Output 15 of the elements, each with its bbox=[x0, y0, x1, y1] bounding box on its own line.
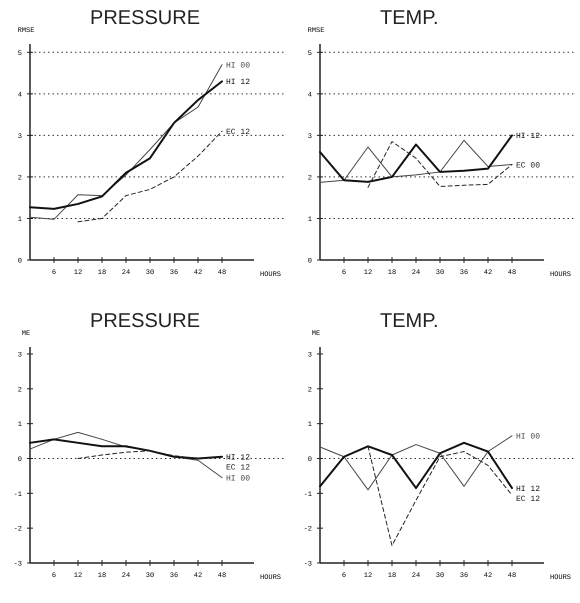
chart-title: PRESSURE bbox=[90, 7, 200, 29]
chart-title: TEMP. bbox=[380, 310, 439, 332]
series-label: HI 12 bbox=[516, 484, 540, 494]
chart-title: PRESSURE bbox=[90, 310, 200, 332]
series-label: EC 12 bbox=[516, 494, 540, 504]
series-label: EC 00 bbox=[516, 161, 540, 170]
chart-title: TEMP. bbox=[380, 7, 439, 29]
series-label: HI 00 bbox=[516, 432, 540, 442]
series-label: EC 12 bbox=[226, 128, 250, 138]
series-label: HI 12 bbox=[516, 132, 540, 142]
series-label: HI 12 bbox=[226, 78, 250, 88]
series-label: EC 12 bbox=[226, 464, 250, 473]
series-label: HI 12 bbox=[226, 454, 250, 463]
series-label: HI 00 bbox=[226, 62, 250, 71]
series-label: HI 00 bbox=[226, 474, 250, 484]
